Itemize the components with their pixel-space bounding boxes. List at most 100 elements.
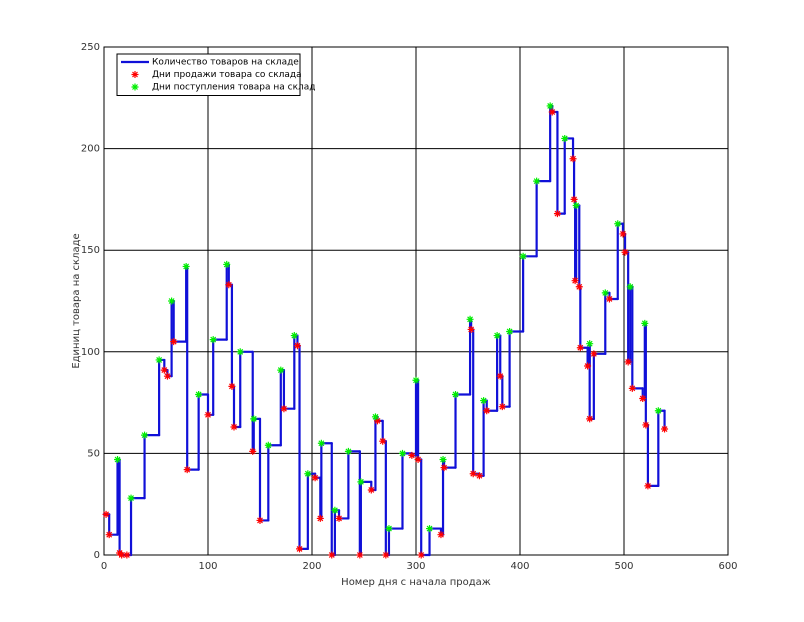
marker xyxy=(357,478,365,486)
marker xyxy=(367,486,375,494)
marker xyxy=(614,220,622,228)
legend-label: Дни продажи товара со склада xyxy=(152,70,302,80)
marker xyxy=(480,397,488,405)
marker xyxy=(127,494,135,502)
marker xyxy=(619,230,627,238)
marker xyxy=(590,350,598,358)
legend-swatch xyxy=(131,71,139,78)
marker xyxy=(553,210,561,218)
marker xyxy=(170,338,178,346)
marker xyxy=(584,362,592,370)
marker xyxy=(628,384,636,392)
legend-label: Дни поступления товара на склад xyxy=(152,83,316,93)
marker xyxy=(385,525,393,533)
marker xyxy=(570,195,578,203)
marker xyxy=(576,344,584,352)
x-tick-label: 0 xyxy=(101,561,107,572)
y-axis-label: Единиц товара на складе xyxy=(71,233,82,368)
marker xyxy=(105,531,113,539)
marker xyxy=(644,482,652,490)
marker xyxy=(493,332,501,340)
marker xyxy=(163,372,171,380)
marker xyxy=(141,431,149,439)
marker xyxy=(440,464,448,472)
marker xyxy=(250,415,258,423)
marker xyxy=(437,531,445,539)
marker xyxy=(290,332,298,340)
marker xyxy=(296,545,304,553)
marker xyxy=(209,336,217,344)
y-tick-label: 200 xyxy=(81,144,100,155)
marker xyxy=(398,449,406,457)
marker xyxy=(204,411,212,419)
marker xyxy=(256,516,264,524)
marker xyxy=(225,281,233,289)
marker xyxy=(571,277,579,285)
marker xyxy=(249,447,257,455)
marker xyxy=(317,439,325,447)
x-tick-label: 100 xyxy=(198,561,217,572)
y-tick-label: 0 xyxy=(94,550,100,561)
marker xyxy=(168,297,176,305)
y-tick-label: 50 xyxy=(87,448,100,459)
marker xyxy=(311,474,319,482)
y-tick-label: 100 xyxy=(81,347,100,358)
marker xyxy=(382,551,390,559)
marker xyxy=(426,525,434,533)
marker xyxy=(475,472,483,480)
marker xyxy=(316,514,324,522)
marker xyxy=(123,551,131,559)
marker xyxy=(519,252,527,260)
marker xyxy=(195,390,203,398)
series xyxy=(114,102,662,533)
marker xyxy=(506,327,514,335)
marker xyxy=(223,260,231,268)
marker xyxy=(374,417,382,425)
marker xyxy=(639,395,647,403)
marker xyxy=(183,466,191,474)
marker xyxy=(621,248,629,256)
marker xyxy=(236,348,244,356)
marker xyxy=(102,510,110,518)
y-tick-label: 250 xyxy=(81,42,100,53)
marker xyxy=(533,177,541,185)
marker xyxy=(118,551,126,559)
marker xyxy=(328,551,336,559)
marker xyxy=(331,506,339,514)
legend: Количество товаров на складе Дни продажи … xyxy=(116,53,316,96)
marker xyxy=(417,551,425,559)
series xyxy=(102,104,666,557)
marker xyxy=(661,425,669,433)
marker xyxy=(280,405,288,413)
x-axis-label: Номер дня с начала продаж xyxy=(341,577,491,588)
marker xyxy=(586,415,594,423)
marker xyxy=(569,155,577,163)
marker xyxy=(642,421,650,429)
marker xyxy=(160,366,168,374)
marker xyxy=(293,342,301,350)
marker xyxy=(277,366,285,374)
marker xyxy=(641,319,649,327)
x-tick-label: 600 xyxy=(718,561,737,572)
marker xyxy=(439,455,447,463)
y-tick-label: 150 xyxy=(81,245,100,256)
legend-swatch xyxy=(131,83,139,91)
marker xyxy=(467,325,475,333)
marker xyxy=(626,283,634,291)
legend-label: Количество товаров на складе xyxy=(152,58,299,68)
x-tick-label: 400 xyxy=(510,561,529,572)
marker xyxy=(344,447,352,455)
marker xyxy=(496,372,504,380)
marker xyxy=(304,470,312,478)
marker xyxy=(548,108,556,116)
marker xyxy=(335,514,343,522)
marker xyxy=(561,134,569,142)
marker xyxy=(230,423,238,431)
marker xyxy=(605,295,613,303)
marker xyxy=(414,455,422,463)
marker xyxy=(371,413,379,421)
marker xyxy=(182,262,190,270)
series xyxy=(102,108,669,559)
marker xyxy=(601,289,609,297)
